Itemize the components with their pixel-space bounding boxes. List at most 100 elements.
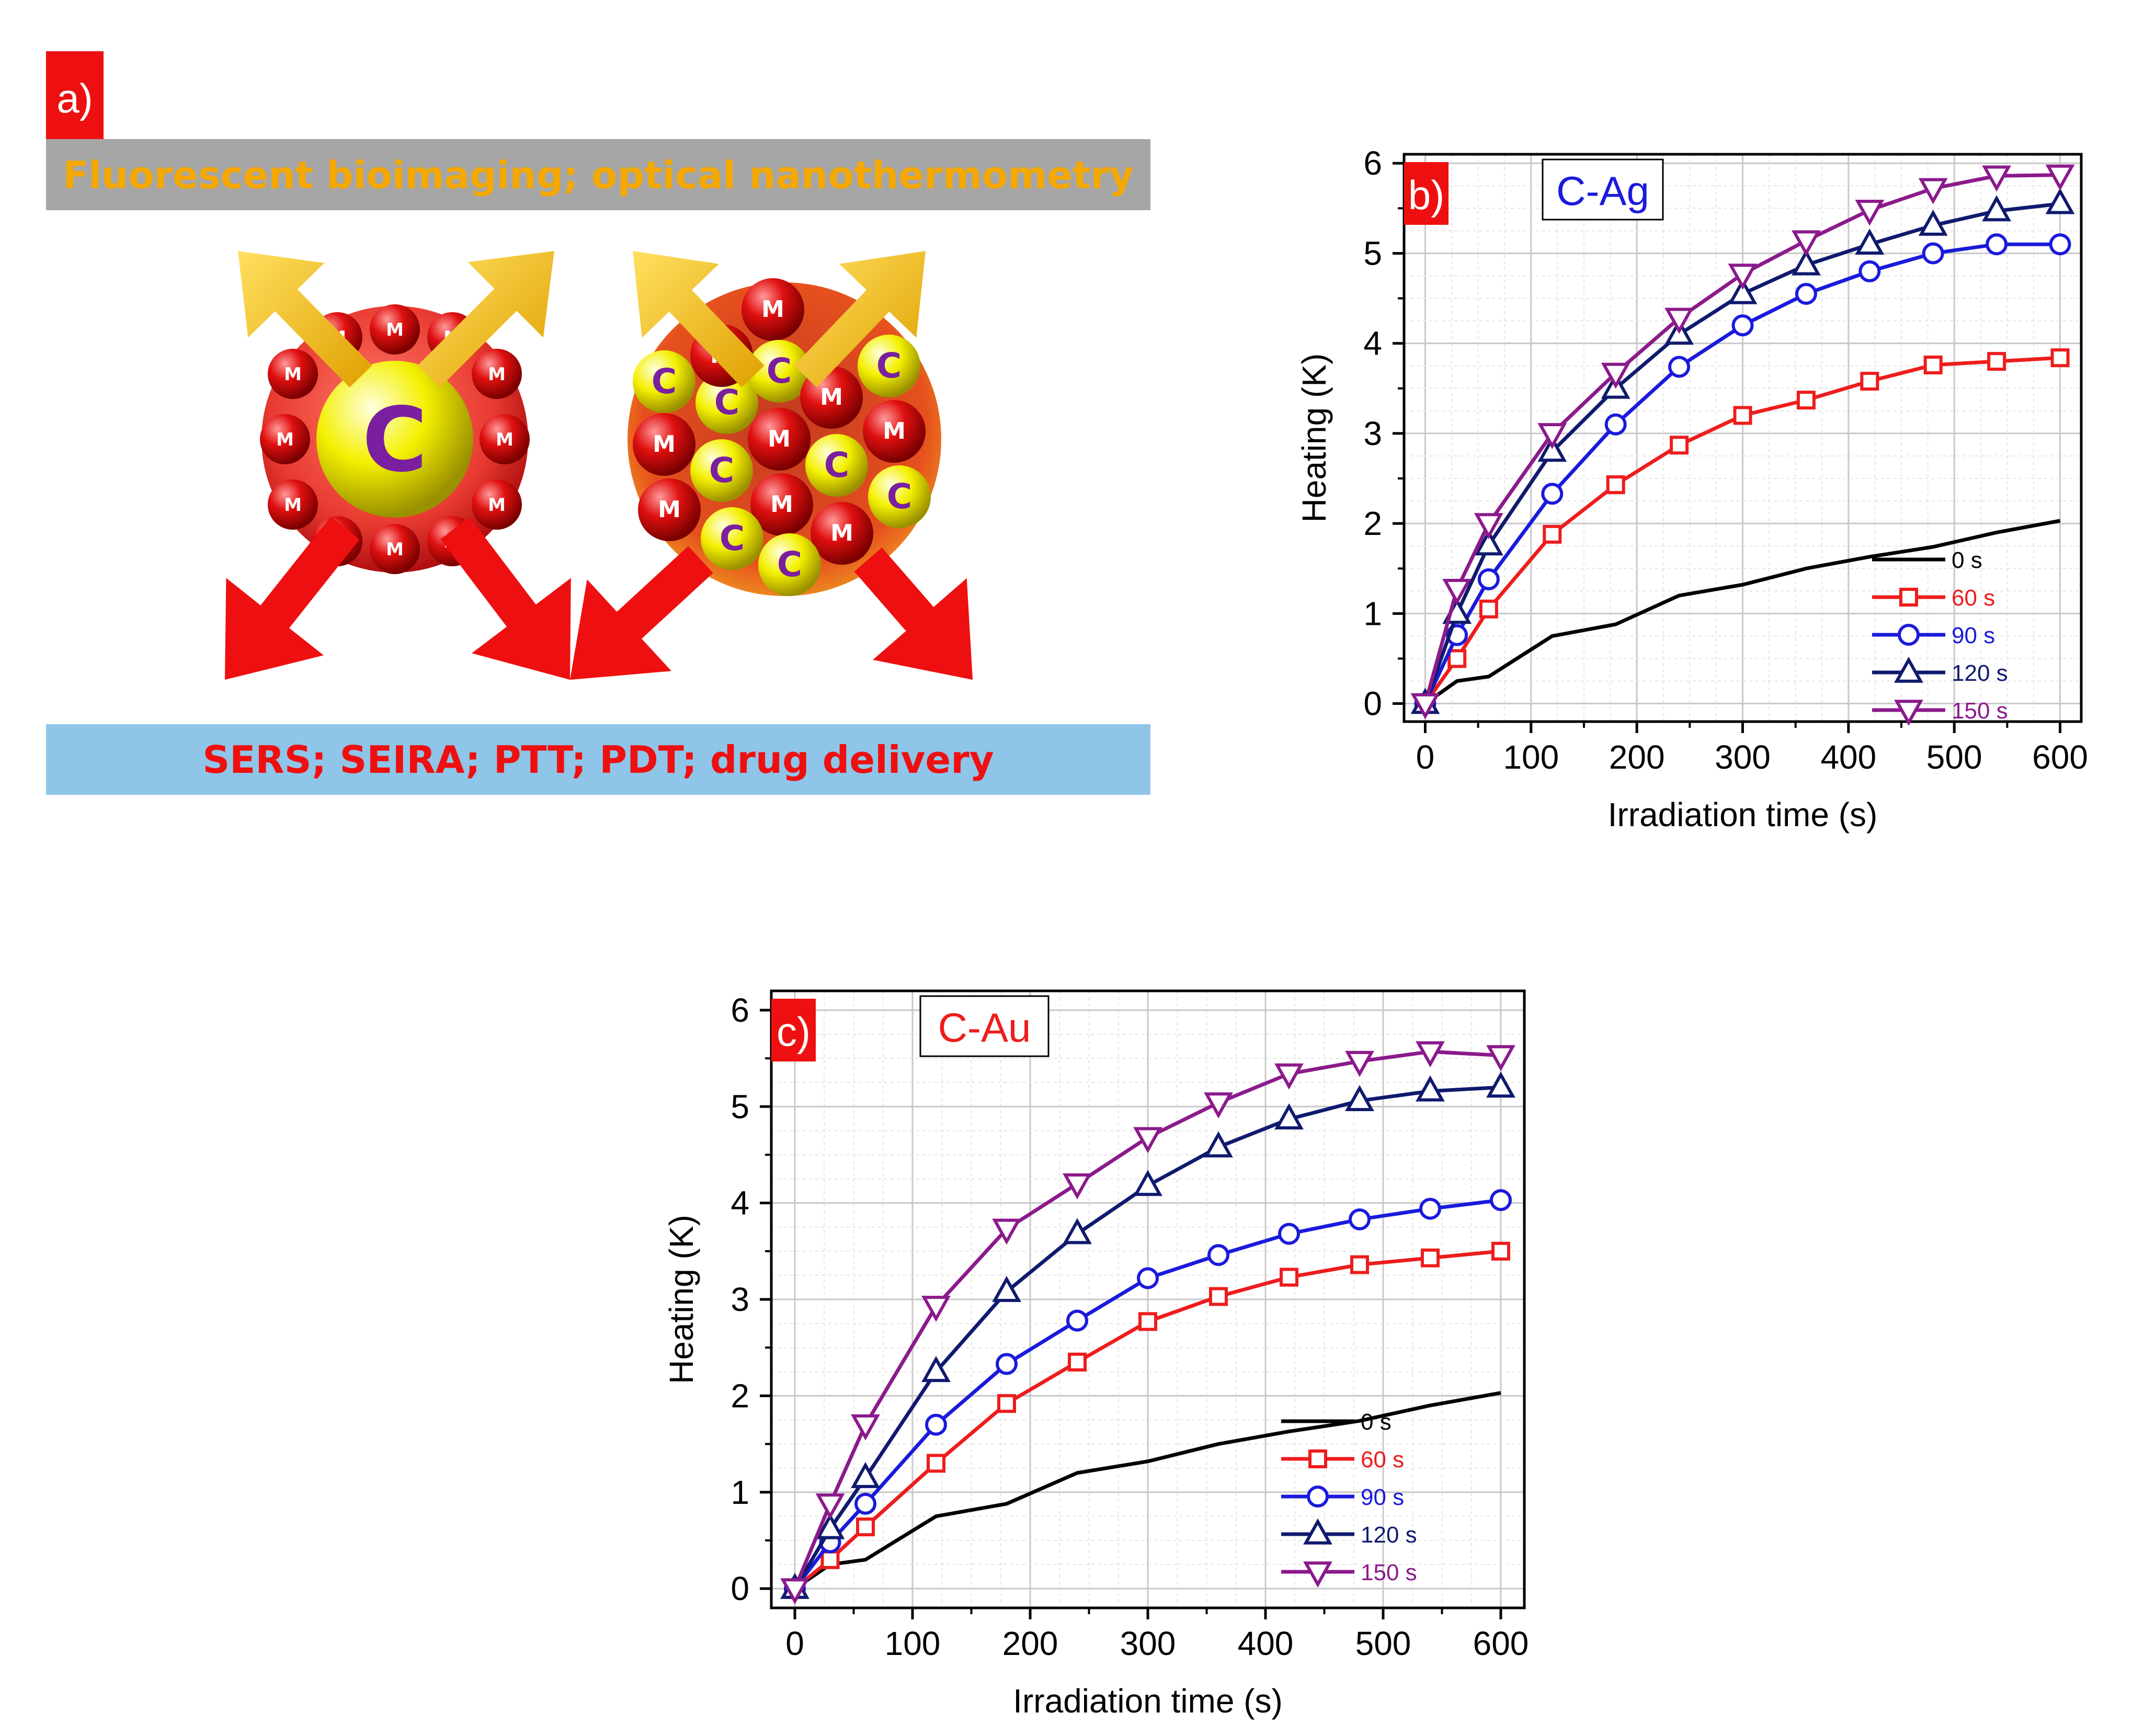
legend-marker bbox=[1307, 1486, 1329, 1507]
metal-letter: M bbox=[284, 364, 302, 385]
data-point bbox=[1491, 1241, 1510, 1261]
data-point bbox=[1728, 264, 1758, 290]
x-axis-label: Irradiation time (s) bbox=[1013, 1682, 1283, 1720]
legend-label: 150 s bbox=[1361, 1560, 1417, 1585]
legend-label: 0 s bbox=[1361, 1409, 1392, 1435]
metal-ball bbox=[472, 479, 522, 530]
metal-letter: M bbox=[488, 364, 506, 385]
data-point bbox=[1858, 260, 1881, 282]
metal-letter: M bbox=[658, 496, 681, 523]
x-tick-label: 500 bbox=[1355, 1625, 1411, 1662]
legend-label: 60 s bbox=[1952, 585, 1995, 611]
carbon-core-sphere bbox=[316, 361, 473, 518]
metal-ball bbox=[863, 400, 926, 463]
x-tick-label: 100 bbox=[1503, 738, 1559, 776]
data-point bbox=[1796, 391, 1816, 410]
data-point bbox=[2045, 164, 2075, 191]
data-point bbox=[1604, 413, 1627, 436]
y-tick-label: 4 bbox=[1363, 325, 1382, 362]
data-point bbox=[1541, 483, 1564, 505]
x-tick-label: 0 bbox=[1416, 738, 1435, 776]
title-box bbox=[919, 995, 1050, 1057]
metal-letter: M bbox=[761, 296, 784, 323]
panel-tag-bg bbox=[771, 999, 816, 1061]
legend-label: 90 s bbox=[1361, 1484, 1404, 1510]
data-point bbox=[1668, 356, 1691, 378]
legend-label: 120 s bbox=[1952, 660, 2008, 686]
legend-marker bbox=[1899, 588, 1918, 607]
y-tick-label: 1 bbox=[1363, 595, 1382, 632]
series-line bbox=[794, 1391, 1501, 1591]
y-tick-label: 5 bbox=[1363, 234, 1382, 272]
data-point bbox=[1416, 1075, 1445, 1102]
bottom-banner-text: SERS; SEIRA; PTT; PDT; drug delivery bbox=[202, 738, 994, 782]
data-point bbox=[1606, 475, 1625, 495]
data-point bbox=[1066, 1309, 1088, 1332]
y-tick-label: 2 bbox=[731, 1377, 749, 1414]
metal-ball bbox=[750, 473, 813, 536]
data-point bbox=[2045, 188, 2075, 214]
data-point bbox=[2049, 233, 2071, 256]
series-0s bbox=[794, 1391, 1501, 1591]
carbon-letter: C bbox=[709, 450, 734, 490]
panel-tag: b) bbox=[1408, 172, 1444, 218]
data-point bbox=[1133, 1170, 1162, 1196]
metal-letter: M bbox=[284, 495, 302, 516]
y-tick-label: 5 bbox=[731, 1088, 749, 1125]
carbon-letter: C bbox=[720, 518, 745, 558]
legend-marker bbox=[1303, 1561, 1332, 1588]
data-point bbox=[854, 1492, 876, 1515]
carbon-letter: C bbox=[652, 361, 677, 402]
x-tick-label: 600 bbox=[2032, 738, 2088, 776]
chart-title: C-Ag bbox=[1556, 168, 1649, 214]
carbon-ball bbox=[758, 533, 821, 596]
data-point bbox=[1733, 406, 1752, 425]
top-banner bbox=[46, 139, 1150, 210]
carbon-ball bbox=[633, 350, 695, 413]
metal-letter: M bbox=[820, 384, 843, 410]
data-point bbox=[1419, 1197, 1441, 1220]
metal-letter: M bbox=[830, 520, 853, 546]
data-point bbox=[1923, 356, 1943, 374]
data-point bbox=[1421, 1248, 1440, 1267]
data-point bbox=[1728, 278, 1758, 304]
x-tick-label: 400 bbox=[1238, 1625, 1294, 1662]
legend-label: 120 s bbox=[1361, 1522, 1417, 1548]
data-point bbox=[1791, 230, 1821, 257]
metal-letter: M bbox=[386, 319, 404, 340]
data-point bbox=[1986, 233, 2008, 256]
carbon-ball bbox=[805, 434, 868, 497]
core-letter: C bbox=[362, 389, 428, 492]
y-axis-label: Heating (K) bbox=[1295, 353, 1333, 523]
panel-tag: c) bbox=[777, 1009, 811, 1055]
data-point bbox=[1670, 436, 1689, 455]
data-point bbox=[1345, 1085, 1374, 1111]
red-arrow-icon bbox=[225, 517, 360, 680]
metal-letter: M bbox=[653, 431, 676, 458]
legend: 0 s 60 s 90 s 120 s 150 s bbox=[1872, 547, 2008, 726]
metal-ball bbox=[633, 413, 695, 476]
carbon-ball bbox=[695, 371, 758, 434]
series-line bbox=[1423, 202, 2060, 704]
metal-letter: M bbox=[386, 539, 404, 560]
data-point bbox=[996, 1353, 1018, 1375]
metal-ball bbox=[370, 524, 420, 574]
data-point bbox=[1486, 1071, 1515, 1098]
data-point bbox=[1860, 372, 1879, 391]
data-point bbox=[1137, 1267, 1159, 1289]
mixed-nanoparticles: MCCCCMMMMCCCMMMCCM bbox=[633, 278, 931, 596]
y-tick-label: 4 bbox=[731, 1184, 749, 1222]
x-axis-label: Irradiation time (s) bbox=[1608, 796, 1878, 833]
data-point bbox=[780, 1578, 809, 1605]
data-point bbox=[1474, 513, 1503, 540]
y-tick-label: 6 bbox=[1363, 144, 1382, 182]
metal-ball bbox=[480, 414, 530, 464]
data-point bbox=[1207, 1244, 1229, 1266]
data-point bbox=[921, 1356, 951, 1383]
panel-a: a) Fluorescent bioimaging; optical nanot… bbox=[46, 51, 1150, 795]
data-point bbox=[1982, 165, 2012, 192]
red-arrow-icon bbox=[570, 546, 713, 680]
metal-letter: M bbox=[276, 429, 294, 450]
data-point bbox=[927, 1454, 945, 1473]
